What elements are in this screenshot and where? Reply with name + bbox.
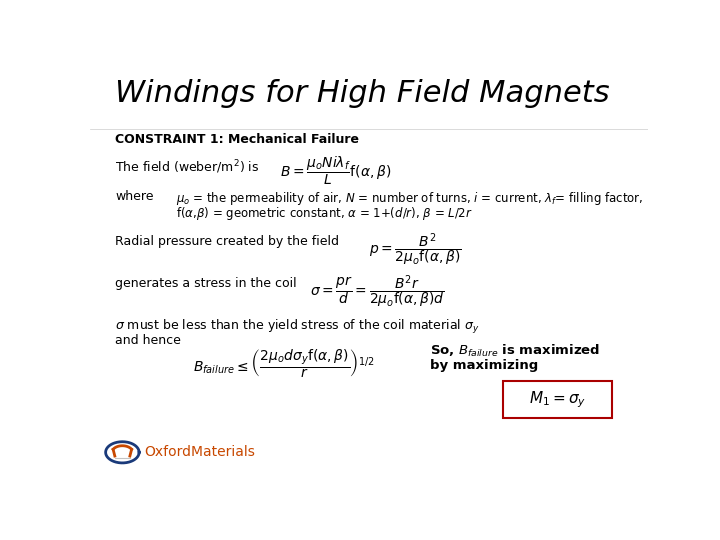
Text: f($\alpha$,$\beta$) = geometric constant, $\alpha$ = 1+($d$/$r$), $\beta$ = $L$/: f($\alpha$,$\beta$) = geometric constant… xyxy=(176,205,473,222)
Text: generates a stress in the coil: generates a stress in the coil xyxy=(115,277,297,290)
Text: and hence: and hence xyxy=(115,334,181,347)
Text: where: where xyxy=(115,190,153,202)
FancyBboxPatch shape xyxy=(503,381,612,418)
Text: $\sigma$ must be less than the yield stress of the coil material $\sigma_y$: $\sigma$ must be less than the yield str… xyxy=(115,319,480,336)
Text: $B = \dfrac{\mu_o N i \lambda_f}{L} \mathrm{f}(\alpha, \beta)$: $B = \dfrac{\mu_o N i \lambda_f}{L} \mat… xyxy=(280,154,391,186)
Text: $\sigma = \dfrac{pr}{d} = \dfrac{B^2 r}{2\mu_o \mathrm{f}(\alpha,\beta)d}$: $\sigma = \dfrac{pr}{d} = \dfrac{B^2 r}{… xyxy=(310,273,445,309)
Text: The field (weber/m$^2$) is: The field (weber/m$^2$) is xyxy=(115,158,259,176)
Text: $p = \dfrac{B^2}{2\mu_o \mathrm{f}(\alpha,\beta)}$: $p = \dfrac{B^2}{2\mu_o \mathrm{f}(\alph… xyxy=(369,231,462,268)
Text: $M_1 = \sigma_y$: $M_1 = \sigma_y$ xyxy=(529,389,586,410)
Text: Radial pressure created by the field: Radial pressure created by the field xyxy=(115,235,339,248)
Text: CONSTRAINT 1: Mechanical Failure: CONSTRAINT 1: Mechanical Failure xyxy=(115,133,359,146)
Text: $\mu_o$ = the permeability of air, $N$ = number of turns, $i$ = current, $\lambd: $\mu_o$ = the permeability of air, $N$ =… xyxy=(176,190,644,206)
Text: $B_{failure} \leq \left(\dfrac{2\mu_o d\sigma_y \mathrm{f}(\alpha,\beta)}{r}\rig: $B_{failure} \leq \left(\dfrac{2\mu_o d\… xyxy=(193,348,375,380)
Text: OxfordMaterials: OxfordMaterials xyxy=(145,446,256,460)
Text: So, $B_{failure}$ is maximized: So, $B_{failure}$ is maximized xyxy=(431,343,600,360)
Text: by maximizing: by maximizing xyxy=(431,359,539,372)
Text: Windings for High Field Magnets: Windings for High Field Magnets xyxy=(115,79,610,109)
